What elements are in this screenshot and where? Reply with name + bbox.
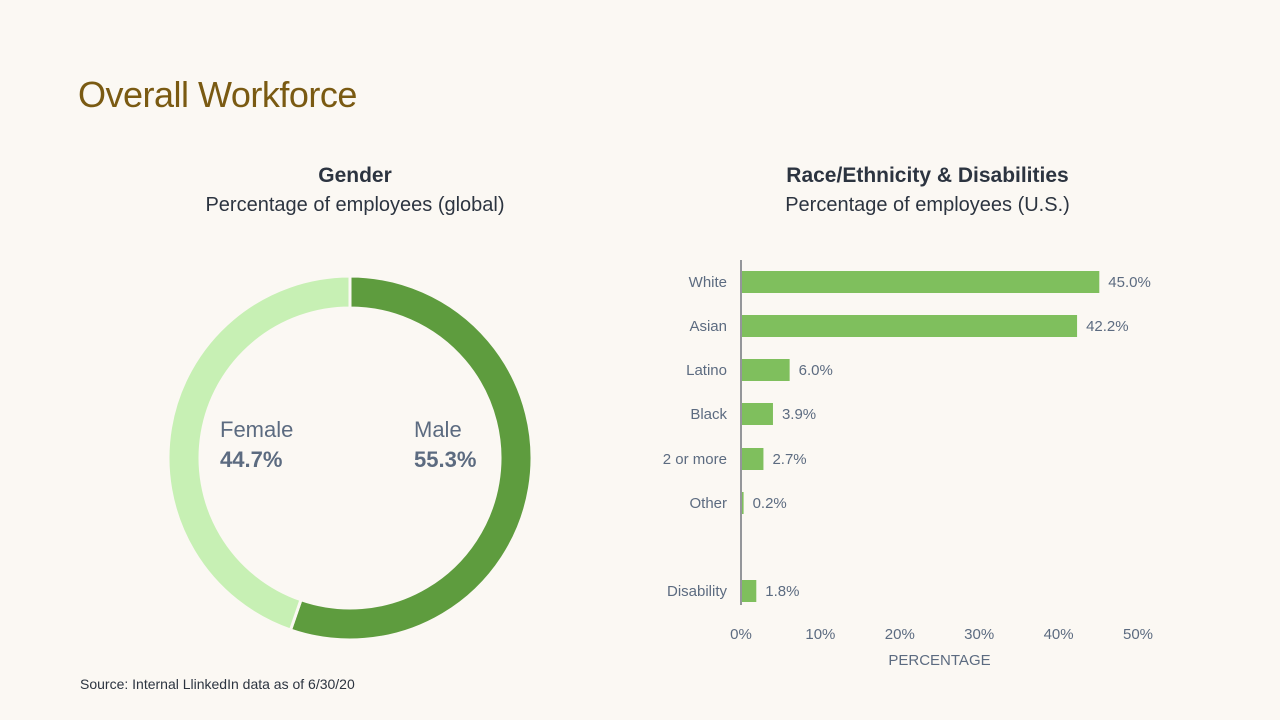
category-label: Latino <box>686 362 727 379</box>
race-chart-title: Race/Ethnicity & Disabilities <box>786 164 1069 187</box>
category-label: 2 or more <box>663 451 727 468</box>
bar-value-label: 1.8% <box>765 583 799 600</box>
donut-label-male: Male <box>414 417 462 442</box>
gender-chart-heading: Gender Percentage of employees (global) <box>150 162 560 220</box>
bar-black <box>742 403 773 425</box>
bar-disability <box>742 580 757 602</box>
x-tick-label: 10% <box>805 626 835 643</box>
category-label: Asian <box>689 318 727 335</box>
category-label: Black <box>690 406 727 423</box>
x-tick-label: 0% <box>730 626 752 643</box>
gender-chart-subtitle: Percentage of employees (global) <box>205 194 505 216</box>
bar-value-label: 0.2% <box>753 495 787 512</box>
x-tick-label: 30% <box>964 626 994 643</box>
x-tick-label: 40% <box>1044 626 1074 643</box>
category-label: White <box>689 274 727 291</box>
category-label: Other <box>689 495 727 512</box>
race-chart-heading: Race/Ethnicity & Disabilities Percentage… <box>720 162 1135 220</box>
donut-value-female: 44.7% <box>220 447 282 472</box>
bar-latino <box>742 359 790 381</box>
gender-chart-title: Gender <box>318 164 392 187</box>
gender-donut-chart: Male 55.3% Female 44.7% <box>166 274 534 642</box>
bar-other <box>742 492 744 514</box>
x-tick-label: 20% <box>885 626 915 643</box>
category-label: Disability <box>667 583 728 600</box>
source-note: Source: Internal LlinkedIn data as of 6/… <box>80 676 355 692</box>
donut-label-female: Female <box>220 417 293 442</box>
bar-2-or-more <box>742 448 764 470</box>
race-chart-subtitle: Percentage of employees (U.S.) <box>785 194 1070 216</box>
bar-value-label: 3.9% <box>782 406 816 423</box>
bar-value-label: 2.7% <box>772 451 806 468</box>
donut-value-male: 55.3% <box>414 447 476 472</box>
donut-slice-male <box>288 274 534 642</box>
race-bar-chart: White 45.0% Asian 42.2% Latino 6.0% Black 3.9% 2… <box>663 260 1153 669</box>
bar-asian <box>742 315 1078 337</box>
page-title: Overall Workforce <box>78 74 357 115</box>
bar-white <box>742 271 1100 293</box>
bar-value-label: 6.0% <box>799 362 833 379</box>
bar-value-label: 42.2% <box>1086 318 1129 335</box>
x-tick-label: 50% <box>1123 626 1153 643</box>
bar-value-label: 45.0% <box>1108 274 1151 291</box>
x-axis-title: PERCENTAGE <box>888 652 990 669</box>
donut-slice-female <box>166 274 352 632</box>
